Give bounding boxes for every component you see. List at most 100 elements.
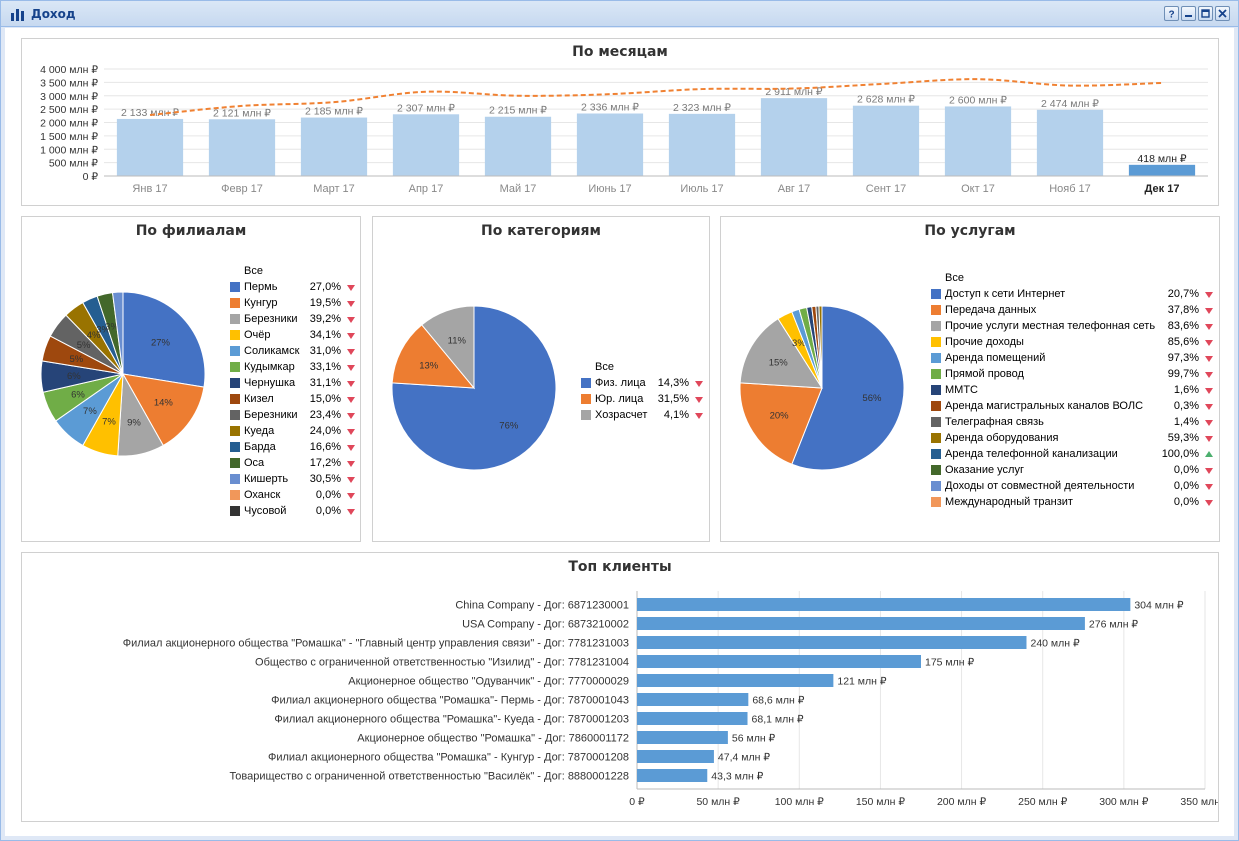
client-bar xyxy=(637,693,749,706)
bar-chart-icon xyxy=(11,9,24,21)
client-bar xyxy=(637,617,1085,630)
bar-value-label: 2 307 млн ₽ xyxy=(397,102,455,114)
legend-percent: 31,1% xyxy=(309,377,341,389)
legend-item[interactable]: Аренда оборудования 59,3% xyxy=(931,430,1213,446)
categories-title: По категориям xyxy=(481,223,601,239)
client-bar xyxy=(637,750,714,763)
legend-item[interactable]: Юр. лица 31,5% xyxy=(581,391,703,407)
y-tick-label: 500 млн ₽ xyxy=(49,158,98,170)
legend-item[interactable]: Аренда помещений 97,3% xyxy=(931,350,1213,366)
trend-down-icon xyxy=(347,365,355,371)
month-bar xyxy=(1128,164,1196,176)
legend-item[interactable]: Хозрасчет 4,1% xyxy=(581,407,703,423)
legend-all[interactable]: Все xyxy=(244,265,263,277)
legend-item[interactable]: ММТС 1,6% xyxy=(931,382,1213,398)
month-bar xyxy=(852,105,920,176)
slice-label: 14% xyxy=(154,398,174,409)
legend-item[interactable]: Кизел 15,0% xyxy=(230,391,355,407)
legend-percent: 99,7% xyxy=(1167,368,1199,380)
legend-item[interactable]: Физ. лица 14,3% xyxy=(581,375,703,391)
trend-down-icon xyxy=(1205,324,1213,330)
slice-label: 20% xyxy=(770,411,790,422)
legend-percent: 1,6% xyxy=(1173,384,1199,396)
slice-label: 13% xyxy=(419,360,439,371)
maximize-icon[interactable] xyxy=(1198,6,1213,21)
legend-all[interactable]: Все xyxy=(945,272,964,284)
trend-down-icon xyxy=(347,509,355,515)
client-label: Филиал акционерного общества "Ромашка" -… xyxy=(123,638,629,650)
trend-down-icon xyxy=(347,445,355,451)
x-tick-label: 150 млн ₽ xyxy=(856,796,905,808)
legend-percent: 15,0% xyxy=(309,393,341,405)
minimize-icon[interactable] xyxy=(1181,6,1196,21)
trend-down-icon xyxy=(695,397,703,403)
legend-label: Кунгур xyxy=(244,297,278,309)
trend-down-icon xyxy=(347,285,355,291)
legend-label: Аренда оборудования xyxy=(945,432,1059,444)
legend-item[interactable]: Телеграфная связь 1,4% xyxy=(931,414,1213,430)
legend-swatch xyxy=(931,465,941,475)
legend-percent: 0,0% xyxy=(315,489,341,501)
x-tick-label: Окт 17 xyxy=(961,183,995,195)
y-tick-label: 2 000 млн ₽ xyxy=(40,118,98,130)
legend-item[interactable]: Доходы от совместной деятельности 0,0% xyxy=(931,478,1213,494)
legend-label: Куеда xyxy=(244,425,275,437)
client-label: Акционерное общество "Ромашка" - Дог: 78… xyxy=(357,733,629,745)
legend-item[interactable]: Кунгур 19,5% xyxy=(230,295,355,311)
y-tick-label: 2 500 млн ₽ xyxy=(40,104,98,116)
legend-item[interactable]: Березники 23,4% xyxy=(230,407,355,423)
legend-item[interactable]: Прочие услуги местная телефонная сеть 83,… xyxy=(931,318,1213,334)
close-icon[interactable] xyxy=(1215,6,1230,21)
bar-value-label: 2 628 млн ₽ xyxy=(857,94,915,106)
y-tick-label: 1 500 млн ₽ xyxy=(40,131,98,143)
legend-item[interactable]: Березники 39,2% xyxy=(230,311,355,327)
x-tick-label: 200 млн ₽ xyxy=(937,796,986,808)
client-label: Акционерное общество "Одуванчик" - Дог: … xyxy=(348,676,629,688)
client-label: Филиал акционерного общества "Ромашка"- … xyxy=(271,695,629,707)
trend-down-icon xyxy=(347,301,355,307)
legend-item[interactable]: Барда 16,6% xyxy=(230,439,355,455)
legend-item[interactable]: Международный транзит 0,0% xyxy=(931,494,1213,510)
x-tick-label: Апр 17 xyxy=(409,183,444,195)
legend-item[interactable]: Оказание услуг 0,0% xyxy=(931,462,1213,478)
legend-item[interactable]: Оханск 0,0% xyxy=(230,487,355,503)
legend-item[interactable]: Кишерть 30,5% xyxy=(230,471,355,487)
legend-all[interactable]: Все xyxy=(595,361,614,373)
legend-item[interactable]: Прямой провод 99,7% xyxy=(931,366,1213,382)
pie-slice xyxy=(818,305,823,389)
legend-item[interactable]: Оса 17,2% xyxy=(230,455,355,471)
x-tick-label: 100 млн ₽ xyxy=(775,796,824,808)
legend-item[interactable]: Чусовой 0,0% xyxy=(230,503,355,519)
slice-label: 6% xyxy=(67,371,81,382)
categories-panel: По категориям 76% 13% 11% Все Физ. лица 14,3… xyxy=(372,216,710,542)
pie-slice xyxy=(122,373,205,447)
legend-item[interactable]: Пермь 27,0% xyxy=(230,279,355,295)
legend-item[interactable]: Кудымкар 33,1% xyxy=(230,359,355,375)
window-titlebar[interactable]: Доход ? xyxy=(1,1,1238,27)
bar-value-label: 418 млн ₽ xyxy=(1137,153,1186,165)
slice-label: 3% xyxy=(105,322,119,333)
legend-percent: 16,6% xyxy=(309,441,341,453)
legend-percent: 34,1% xyxy=(309,329,341,341)
legend-item[interactable]: Соликамск 31,0% xyxy=(230,343,355,359)
legend-swatch xyxy=(931,417,941,427)
pie-slice xyxy=(391,324,476,389)
clients-chart: 0 ₽ 50 млн ₽ 100 млн ₽ 150 млн ₽ 200 млн ₽ 25… xyxy=(123,591,1218,808)
pie-slice xyxy=(122,291,206,388)
trend-down-icon xyxy=(347,397,355,403)
legend-item[interactable]: Доступ к сети Интернет 20,7% xyxy=(931,286,1213,302)
slice-label: 11% xyxy=(448,336,467,347)
legend-label: Барда xyxy=(244,441,276,453)
month-bar xyxy=(1036,109,1104,176)
legend-item[interactable]: Аренда магистральных каналов ВОЛС 0,3% xyxy=(931,398,1213,414)
legend-item[interactable]: Передача данных 37,8% xyxy=(931,302,1213,318)
legend-label: Передача данных xyxy=(945,304,1037,316)
legend-item[interactable]: Очёр 34,1% xyxy=(230,327,355,343)
legend-item[interactable]: Куеда 24,0% xyxy=(230,423,355,439)
legend-item[interactable]: Чернушка 31,1% xyxy=(230,375,355,391)
help-icon[interactable]: ? xyxy=(1164,6,1179,21)
legend-item[interactable]: Прочие доходы 85,6% xyxy=(931,334,1213,350)
legend-item[interactable]: Аренда телефонной канализации 100,0% xyxy=(931,446,1213,462)
trend-line xyxy=(149,78,1163,117)
